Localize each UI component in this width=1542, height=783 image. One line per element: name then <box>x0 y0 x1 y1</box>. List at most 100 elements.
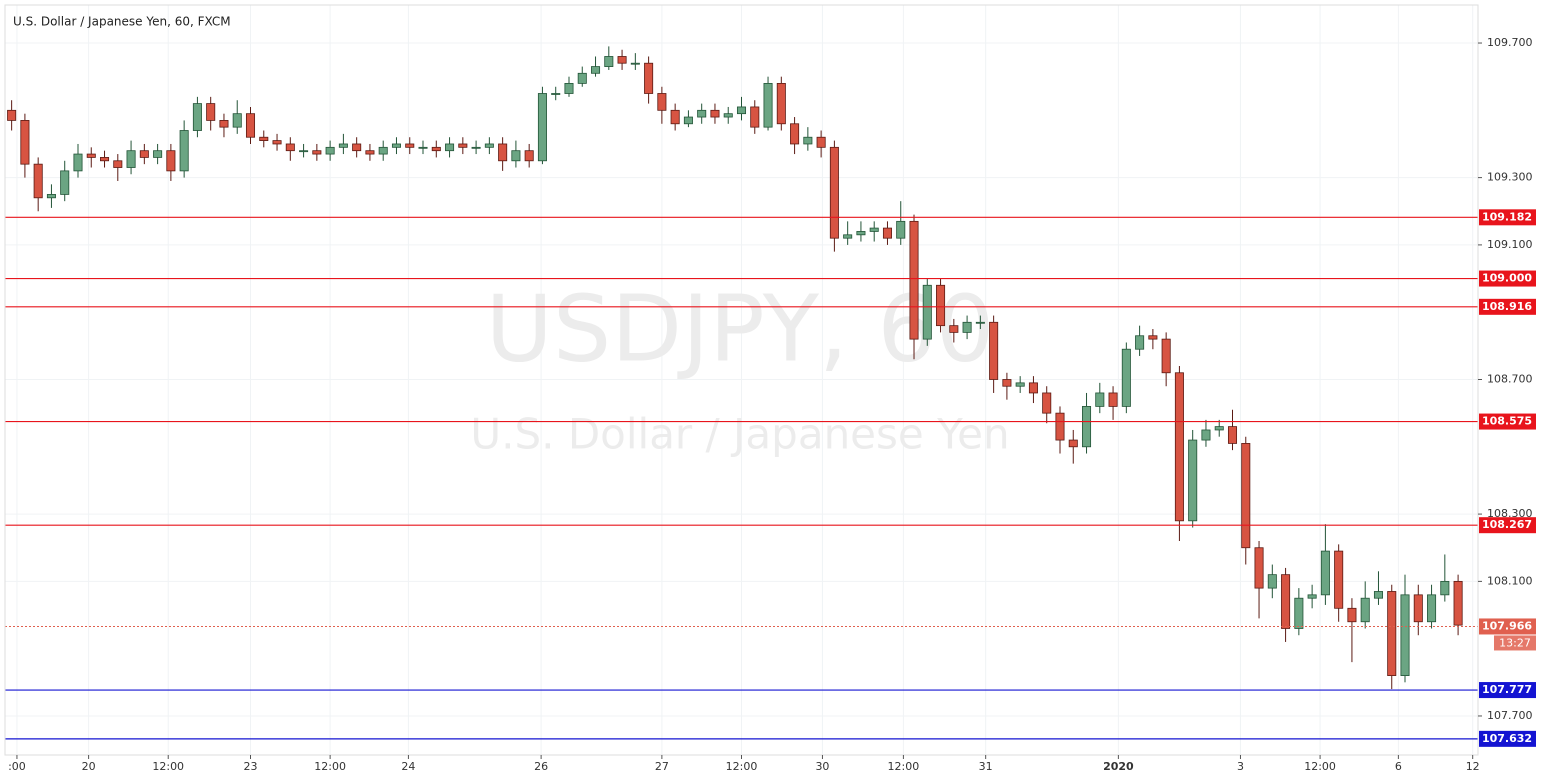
candle-body <box>524 150 534 162</box>
x-tick-label: 20 <box>82 760 96 773</box>
candle-body <box>60 170 70 195</box>
candle-body <box>285 143 295 152</box>
candle-body <box>896 220 906 239</box>
candle-body <box>471 146 481 149</box>
candle-body <box>1082 406 1092 448</box>
candle-body <box>219 120 229 128</box>
candle-body <box>776 82 786 125</box>
candle-body <box>975 321 985 324</box>
candle-body <box>299 150 309 153</box>
level-tag <box>1479 517 1536 534</box>
candle-body <box>325 146 335 155</box>
candle-body <box>1334 550 1344 609</box>
y-tick-label: 108.300 <box>1487 507 1533 520</box>
candle-body <box>1121 348 1131 407</box>
candle-body <box>869 227 879 232</box>
candle-body <box>153 150 163 158</box>
candle-body <box>1055 412 1065 441</box>
candle-body <box>790 123 800 145</box>
candle-body <box>1148 335 1158 340</box>
level-tag <box>1479 209 1536 226</box>
candle-body <box>856 231 866 236</box>
candle-body <box>126 150 136 168</box>
candle-body <box>445 143 455 152</box>
candle-body <box>710 109 720 118</box>
level-label: 109.000 <box>1482 272 1532 285</box>
candle-body <box>139 150 149 158</box>
candle-body <box>1360 597 1370 623</box>
level-tag <box>1479 682 1536 699</box>
candle-body <box>922 284 932 340</box>
candle-body <box>33 163 43 199</box>
candle-body <box>1015 382 1025 387</box>
candle-body <box>949 325 959 333</box>
candle-body <box>882 227 892 239</box>
candle-body <box>1135 335 1145 350</box>
level-tag <box>1479 413 1536 430</box>
x-tick-label: 12:00 <box>152 760 184 773</box>
candle-body <box>20 120 30 165</box>
candle-body <box>1320 550 1330 596</box>
candle-body <box>697 109 707 118</box>
x-tick-label: 24 <box>401 760 415 773</box>
candle-body <box>803 136 813 145</box>
candle-body <box>843 234 853 239</box>
candle-body <box>418 146 428 149</box>
level-tag <box>1479 730 1536 747</box>
candle-body <box>1347 607 1357 623</box>
candle-body <box>1453 580 1463 626</box>
candle-body <box>909 220 919 340</box>
candle-body <box>551 93 561 95</box>
candle-body <box>46 194 56 199</box>
y-tick-label: 107.700 <box>1487 709 1533 722</box>
candle-body <box>936 284 946 327</box>
candle-body <box>365 150 375 155</box>
countdown-tag <box>1494 635 1536 651</box>
candle-body <box>1161 338 1171 374</box>
candle-body <box>73 153 83 172</box>
candle-body <box>617 56 627 64</box>
candle-body <box>484 143 494 148</box>
candle-body <box>750 106 760 128</box>
candle-body <box>1294 597 1304 629</box>
watermark-subtitle: U.S. Dollar / Japanese Yen <box>470 410 1009 459</box>
candle-body <box>166 150 176 172</box>
grid <box>5 5 1478 755</box>
level-tag <box>1479 270 1536 287</box>
candle-body <box>604 56 614 67</box>
candle-body <box>1254 547 1264 589</box>
candle-body <box>391 143 401 148</box>
x-tick-label: 12:00 <box>726 760 758 773</box>
candle-body <box>537 93 547 162</box>
level-label: 108.916 <box>1482 300 1532 313</box>
level-label: 107.777 <box>1482 683 1532 696</box>
candle-body <box>179 130 189 172</box>
x-tick-label: 27 <box>655 760 669 773</box>
x-tick-label: 6 <box>1395 760 1402 773</box>
candle-body <box>352 143 362 152</box>
x-tick-label: 23 <box>244 760 258 773</box>
candle-body <box>816 136 826 148</box>
candle-body <box>245 113 256 138</box>
candle-body <box>7 109 17 121</box>
x-tick-label: 30 <box>815 760 829 773</box>
candle-body <box>683 116 693 125</box>
y-tick-label: 108.700 <box>1487 372 1533 385</box>
candle-body <box>989 321 999 380</box>
countdown: 13:27 <box>1499 636 1531 649</box>
candle-body <box>312 150 322 155</box>
candle-body <box>670 109 680 125</box>
candle-body <box>1042 392 1052 414</box>
y-tick-label: 109.300 <box>1487 171 1533 184</box>
candle-body <box>1373 591 1383 599</box>
candle-body <box>1281 574 1291 629</box>
chart-title: U.S. Dollar / Japanese Yen, 60, FXCM <box>13 15 231 29</box>
x-tick-label: 2020 <box>1103 760 1134 773</box>
candle-body <box>259 136 269 141</box>
candle-body <box>378 146 388 155</box>
last-price-tag <box>1479 618 1536 635</box>
candle-body <box>192 103 202 131</box>
candle-body <box>736 106 747 115</box>
x-tick-label: :00 <box>8 760 26 773</box>
